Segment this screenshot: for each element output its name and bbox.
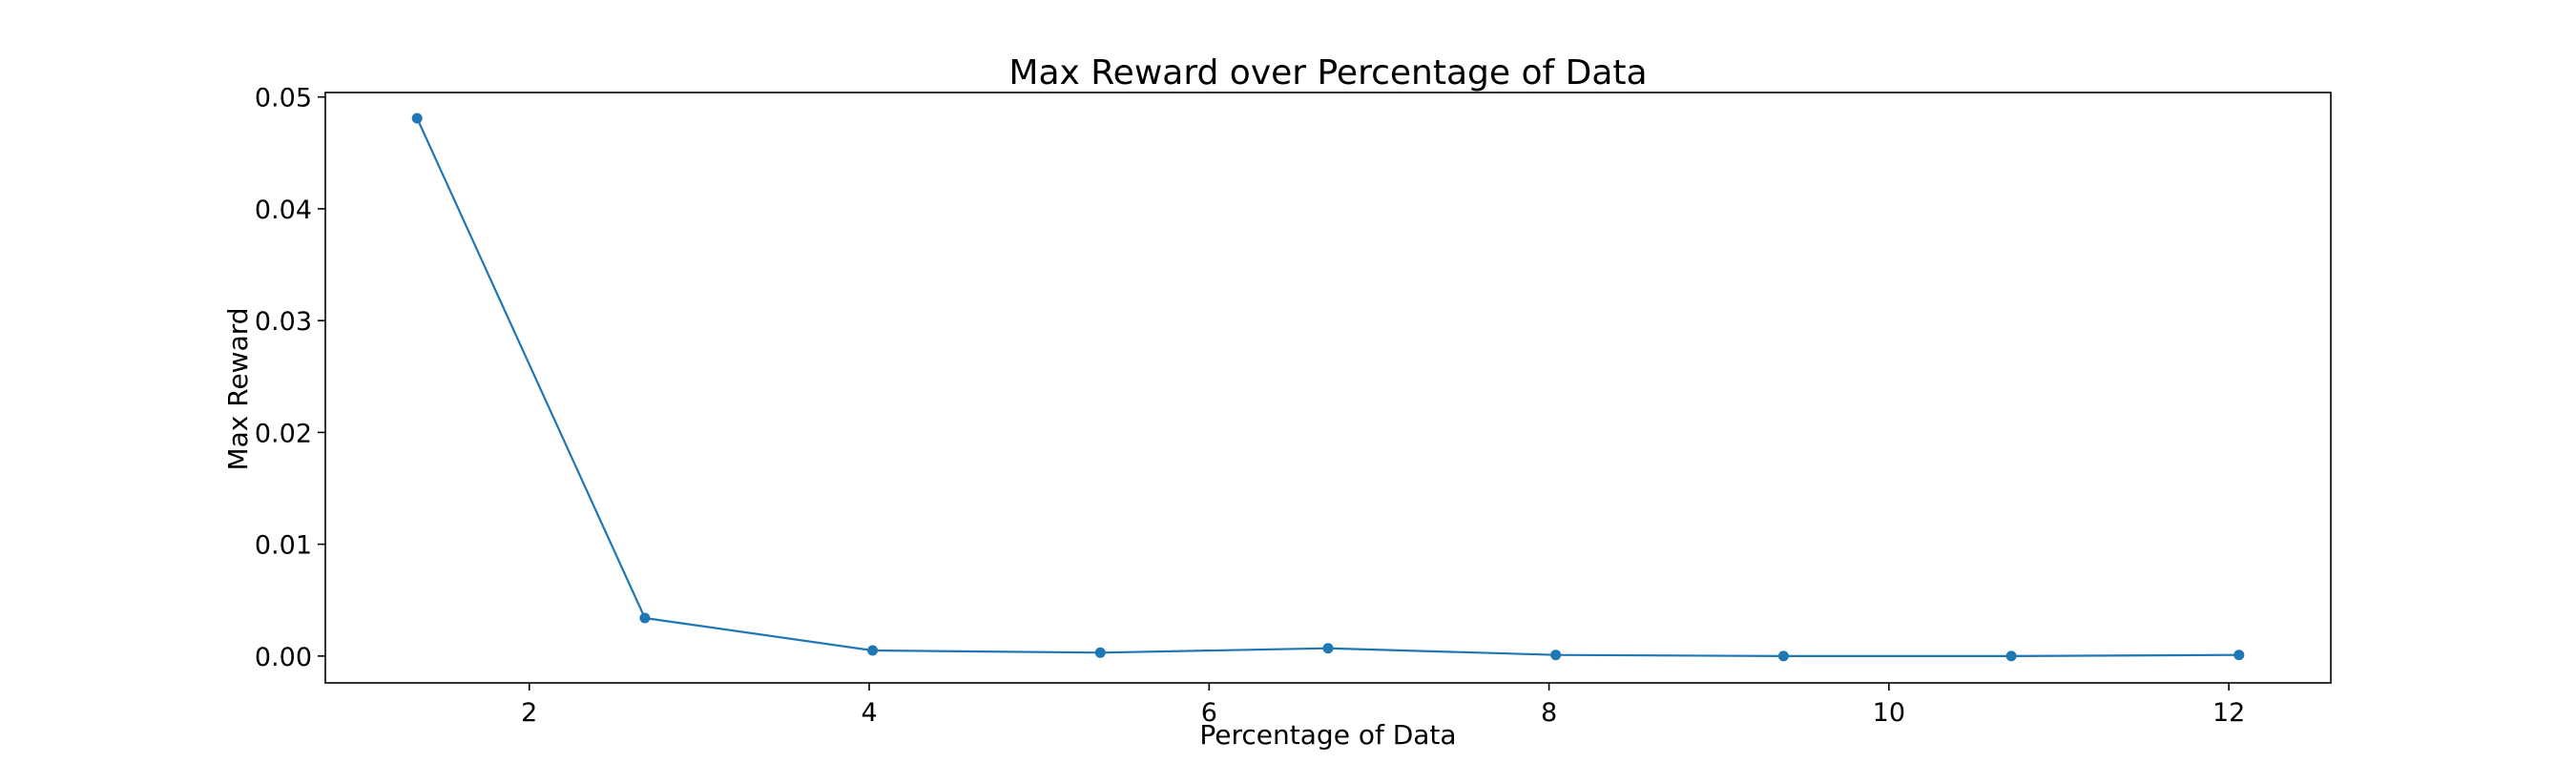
data-point xyxy=(1322,643,1334,654)
y-tick-label: 0.04 xyxy=(255,196,312,225)
y-axis-label: Max Reward xyxy=(222,307,254,470)
y-tick-label: 0.01 xyxy=(255,531,312,561)
y-tick-label: 0.03 xyxy=(255,307,312,337)
axes: 2 4 6 8 10 12 0.00 0.01 0.02 0.03 0.04 0.05 xyxy=(255,84,2332,728)
plot-area xyxy=(411,113,2245,662)
data-point xyxy=(867,645,879,656)
data-point xyxy=(639,612,651,624)
data-point xyxy=(2005,650,2017,662)
x-tick-label: 12 xyxy=(2212,698,2245,728)
axes-frame xyxy=(324,92,2332,684)
x-tick-label: 8 xyxy=(1541,698,1557,728)
data-point xyxy=(1777,650,1789,662)
data-point xyxy=(2233,650,2245,661)
data-point xyxy=(411,113,423,124)
x-tick-label: 10 xyxy=(1873,698,1905,728)
y-tick-label: 0.05 xyxy=(255,84,312,113)
y-tick-label: 0.02 xyxy=(255,419,312,448)
x-tick-label: 2 xyxy=(521,698,537,728)
chart-title: Max Reward over Percentage of Data xyxy=(1008,53,1647,93)
x-axis-label: Percentage of Data xyxy=(1199,719,1456,751)
x-tick-label: 6 xyxy=(1201,698,1217,728)
y-tick-label: 0.00 xyxy=(255,643,312,672)
x-tick-label: 4 xyxy=(861,698,877,728)
data-point xyxy=(1550,650,1562,661)
data-point xyxy=(1094,647,1106,658)
